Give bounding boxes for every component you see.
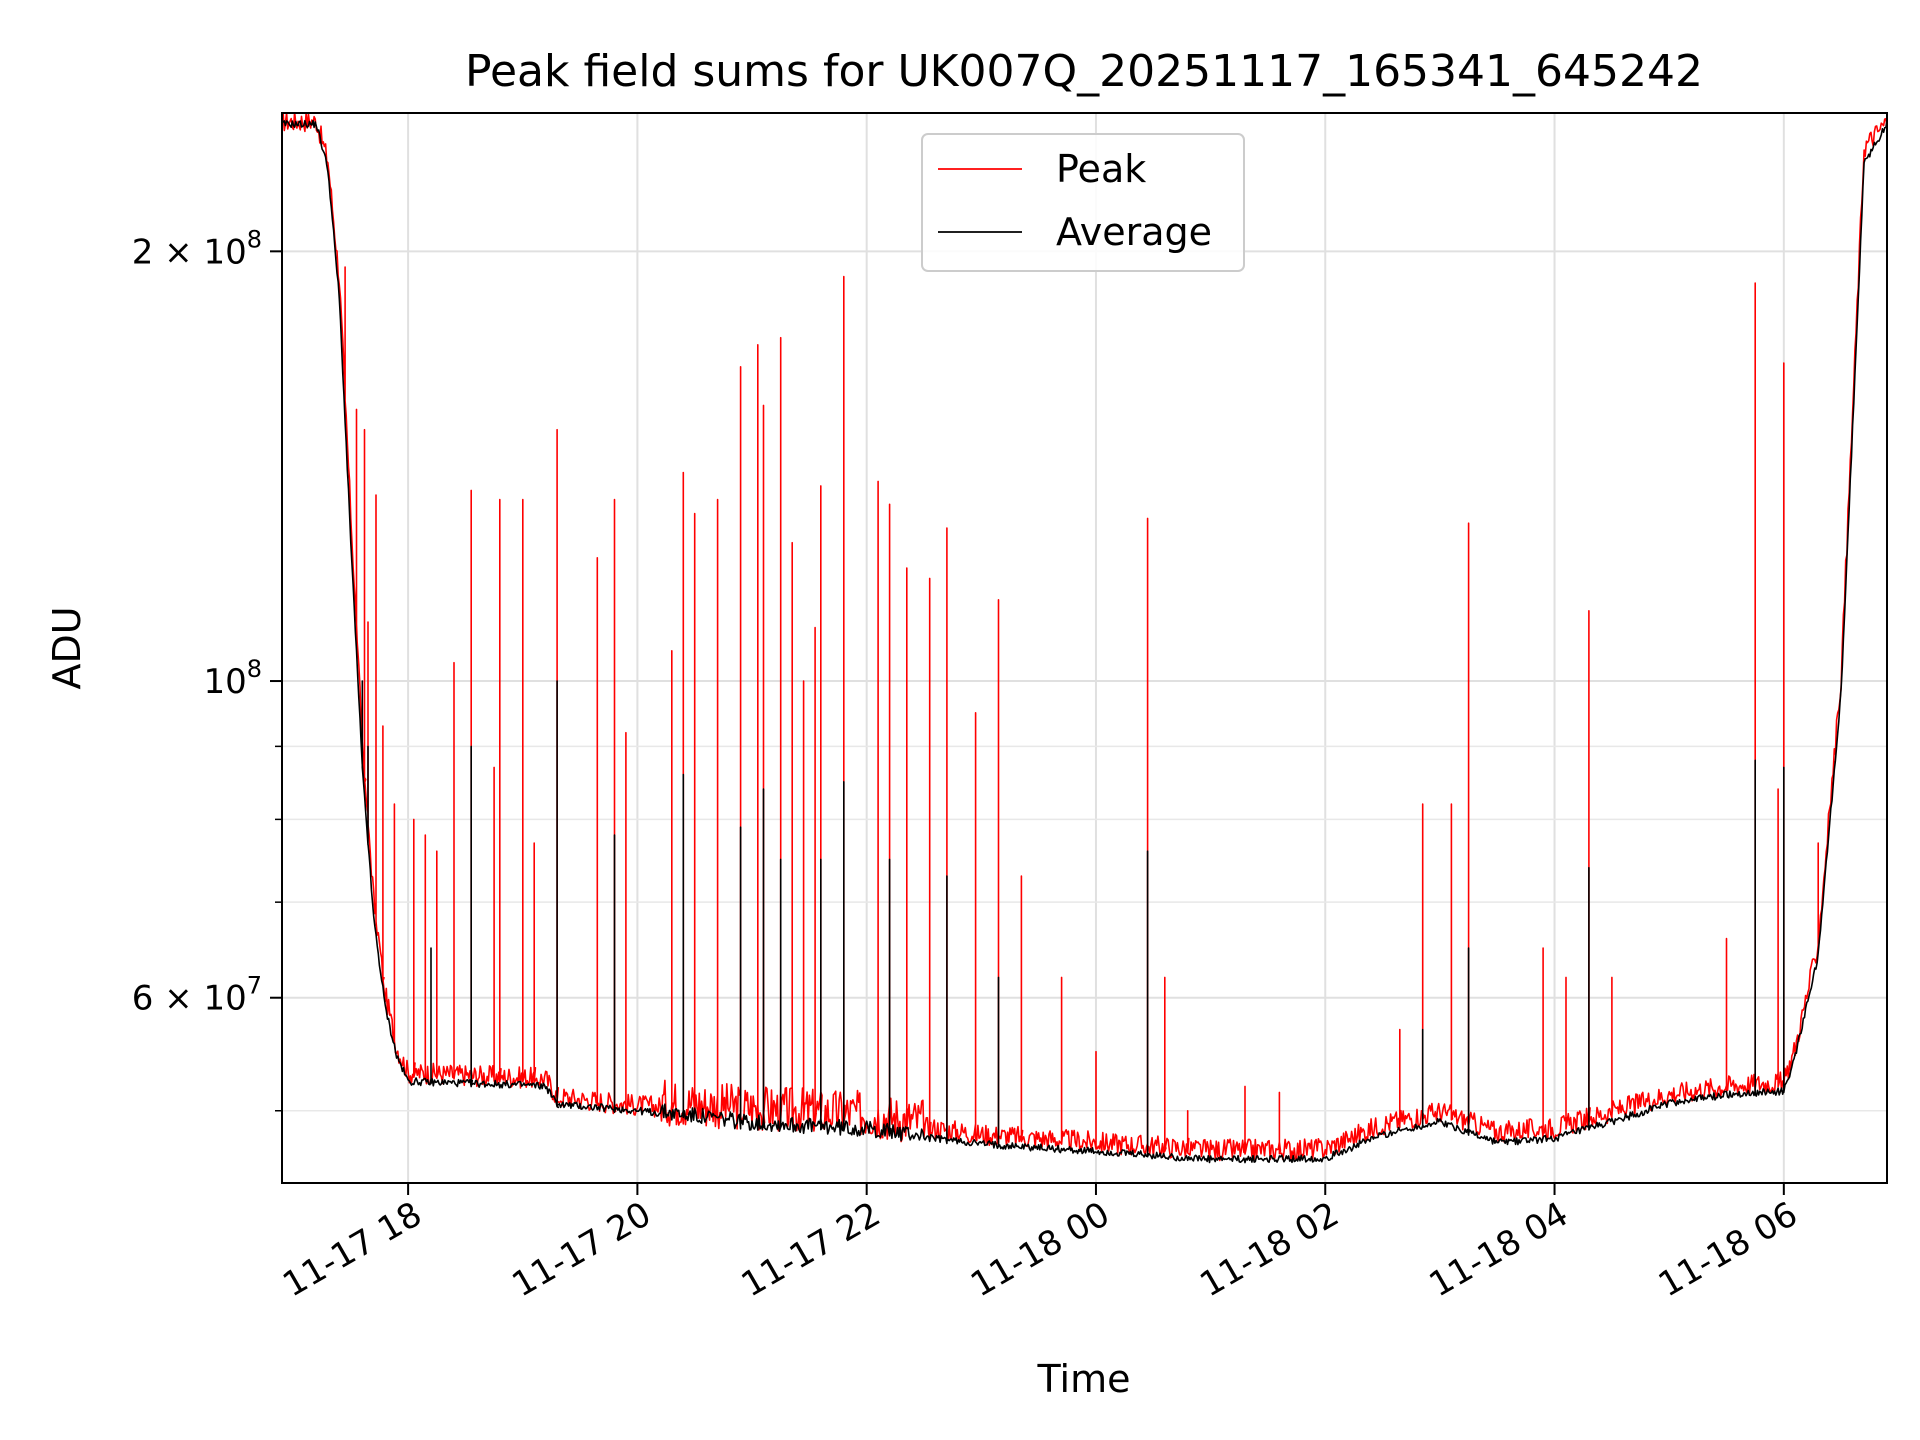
plot-area [282,113,1887,1164]
legend-label-average: Average [1056,210,1212,254]
plot-frame [281,112,1888,1184]
y-axis-label: ADU [45,606,89,689]
legend-label-peak: Peak [1056,147,1146,191]
chart-title: Peak field sums for UK007Q_20251117_1653… [465,46,1703,97]
y-tick-label-2: 2 × 108 [132,225,262,272]
y-axis-ticks: 6 × 107 108 2 × 108 [132,225,282,1112]
y-tick-label-0: 6 × 107 [132,972,262,1019]
series-line-average [282,119,1887,1164]
x-axis-label: Time [1037,1357,1131,1401]
series-line-peak [282,113,1887,1162]
y-tick-label-1: 108 [203,655,262,702]
legend: Peak Average [921,133,1245,272]
